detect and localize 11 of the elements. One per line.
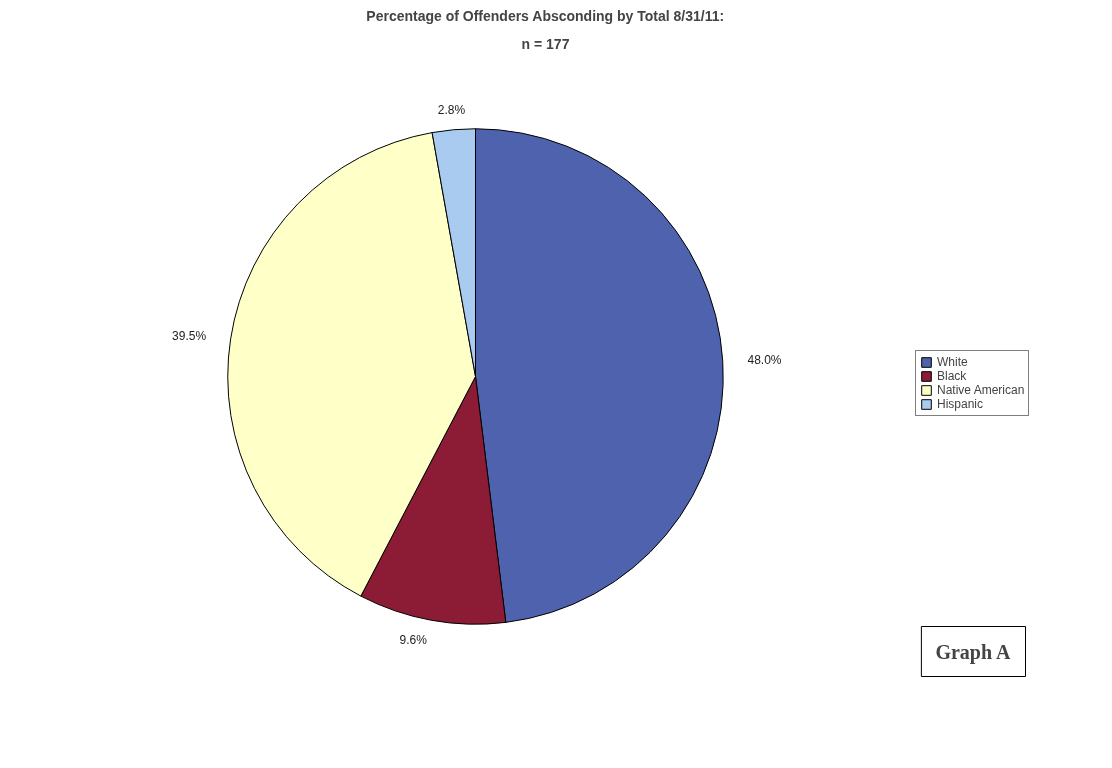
chart-subtitle: n = 177 bbox=[521, 35, 570, 52]
data-label: 9.6% bbox=[399, 632, 428, 647]
data-label: 48.0% bbox=[747, 353, 782, 368]
chart-title: Percentage of Offenders Absconding by Total 8/31/11: bbox=[366, 7, 725, 24]
text: Graph A bbox=[935, 640, 1011, 664]
legend-label: Native American bbox=[937, 383, 1025, 397]
legend-label: White bbox=[937, 355, 968, 369]
data-label: 2.8% bbox=[437, 102, 466, 117]
data-label: 39.5% bbox=[172, 328, 207, 343]
legend-label: Hispanic bbox=[937, 397, 984, 411]
legend-label: Black bbox=[937, 369, 967, 383]
